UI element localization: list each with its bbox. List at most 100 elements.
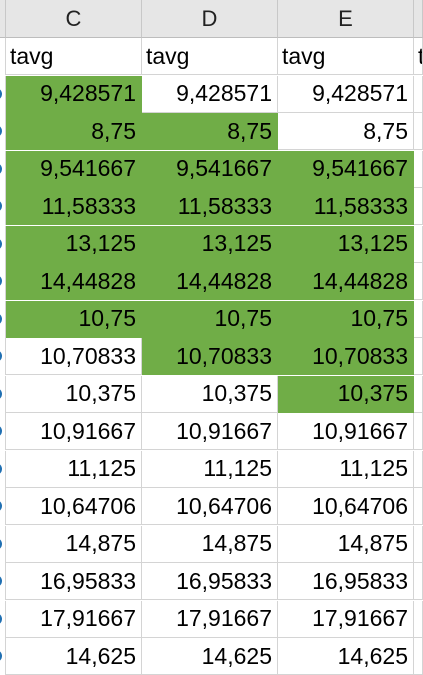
data-cell[interactable]: 11,125	[278, 450, 414, 488]
row-marker	[0, 150, 6, 188]
data-cell[interactable]: 17,91667	[278, 600, 414, 638]
data-cell[interactable]: 14,875	[142, 525, 278, 563]
data-cell[interactable]: 9,428571	[142, 75, 278, 113]
row-marker-icon	[0, 425, 2, 437]
data-cell[interactable]	[414, 525, 423, 563]
row-marker	[0, 263, 6, 300]
data-cell[interactable]	[414, 225, 423, 263]
data-cell[interactable]	[414, 75, 423, 113]
data-cell[interactable]: 14,44828	[142, 263, 278, 300]
data-cell[interactable]: 10,91667	[6, 413, 142, 450]
header-cell[interactable]: tavg	[6, 38, 142, 75]
row-marker-icon	[0, 575, 2, 587]
data-cell[interactable]: 14,625	[278, 638, 414, 675]
row-marker-icon	[0, 125, 2, 137]
data-cell[interactable]: 9,428571	[6, 75, 142, 113]
header-cell[interactable]: t	[414, 38, 423, 75]
row-marker	[0, 300, 6, 338]
data-cell[interactable]	[414, 488, 423, 525]
data-cell[interactable]	[414, 600, 423, 638]
data-cell[interactable]: 11,125	[6, 450, 142, 488]
data-cell[interactable]	[414, 638, 423, 675]
data-cell[interactable]	[414, 413, 423, 450]
row-marker	[0, 413, 6, 450]
data-cell[interactable]: 9,541667	[278, 150, 414, 188]
column-header-d[interactable]: D	[142, 0, 278, 38]
row-marker	[0, 75, 6, 113]
data-cell[interactable]	[414, 263, 423, 300]
data-cell[interactable]: 8,75	[278, 113, 414, 150]
data-cell[interactable]: 10,91667	[278, 413, 414, 450]
data-cell[interactable]: 10,64706	[142, 488, 278, 525]
data-cell[interactable]: 11,58333	[6, 188, 142, 225]
row-marker	[0, 113, 6, 150]
column-header-e[interactable]: E	[278, 0, 414, 38]
data-cell[interactable]: 10,91667	[142, 413, 278, 450]
data-cell[interactable]: 14,44828	[278, 263, 414, 300]
data-cell[interactable]: 16,95833	[142, 563, 278, 600]
data-cell[interactable]: 14,625	[142, 638, 278, 675]
data-cell[interactable]: 10,375	[142, 375, 278, 413]
data-cell[interactable]	[414, 563, 423, 600]
data-cell[interactable]: 14,625	[6, 638, 142, 675]
data-cell[interactable]: 16,95833	[278, 563, 414, 600]
row-marker	[0, 338, 6, 375]
row-marker-icon	[0, 387, 2, 400]
data-cell[interactable]: 10,375	[278, 375, 414, 413]
column-header-next[interactable]	[414, 0, 423, 38]
row-marker-icon	[0, 275, 2, 287]
data-cell[interactable]: 9,541667	[142, 150, 278, 188]
row-marker-icon	[0, 612, 2, 625]
row-marker	[0, 375, 6, 413]
data-cell[interactable]: 10,70833	[142, 338, 278, 375]
data-cell[interactable]: 14,875	[6, 525, 142, 563]
row-marker-icon	[0, 87, 2, 100]
data-cell[interactable]: 10,75	[142, 300, 278, 338]
data-cell[interactable]	[414, 300, 423, 338]
row-marker-icon	[0, 312, 2, 325]
data-cell[interactable]	[414, 113, 423, 150]
data-cell[interactable]: 16,95833	[6, 563, 142, 600]
data-cell[interactable]: 10,64706	[278, 488, 414, 525]
row-marker-icon	[0, 350, 2, 362]
column-header-c[interactable]: C	[6, 0, 142, 38]
data-cell[interactable]: 17,91667	[6, 600, 142, 638]
data-cell[interactable]	[414, 338, 423, 375]
data-cell[interactable]: 10,75	[278, 300, 414, 338]
data-cell[interactable]	[414, 375, 423, 413]
data-cell[interactable]	[414, 188, 423, 225]
row-marker	[0, 450, 6, 488]
row-marker	[0, 188, 6, 225]
data-cell[interactable]: 11,125	[142, 450, 278, 488]
data-cell[interactable]: 9,428571	[278, 75, 414, 113]
data-cell[interactable]: 10,70833	[6, 338, 142, 375]
row-marker-icon	[0, 537, 2, 550]
row-marker-icon	[0, 462, 2, 475]
data-cell[interactable]: 8,75	[6, 113, 142, 150]
row-marker	[0, 525, 6, 563]
data-cell[interactable]: 13,125	[278, 225, 414, 263]
row-marker-icon	[0, 500, 2, 512]
data-cell[interactable]: 8,75	[142, 113, 278, 150]
data-cell[interactable]: 10,64706	[6, 488, 142, 525]
row-marker-icon	[0, 162, 2, 175]
data-cell[interactable]: 13,125	[142, 225, 278, 263]
data-cell[interactable]: 13,125	[6, 225, 142, 263]
data-cell[interactable]: 10,70833	[278, 338, 414, 375]
data-cell[interactable]: 14,875	[278, 525, 414, 563]
row-marker-icon	[0, 200, 2, 212]
data-cell[interactable]: 10,75	[6, 300, 142, 338]
data-cell[interactable]: 9,541667	[6, 150, 142, 188]
data-cell[interactable]: 11,58333	[142, 188, 278, 225]
header-cell[interactable]: tavg	[142, 38, 278, 75]
row-marker	[0, 38, 6, 75]
data-cell[interactable]	[414, 450, 423, 488]
row-marker-icon	[0, 237, 2, 250]
data-cell[interactable]: 14,44828	[6, 263, 142, 300]
data-cell[interactable]	[414, 150, 423, 188]
data-cell[interactable]: 10,375	[6, 375, 142, 413]
header-cell[interactable]: tavg	[278, 38, 414, 75]
data-cell[interactable]: 17,91667	[142, 600, 278, 638]
data-cell[interactable]: 11,58333	[278, 188, 414, 225]
